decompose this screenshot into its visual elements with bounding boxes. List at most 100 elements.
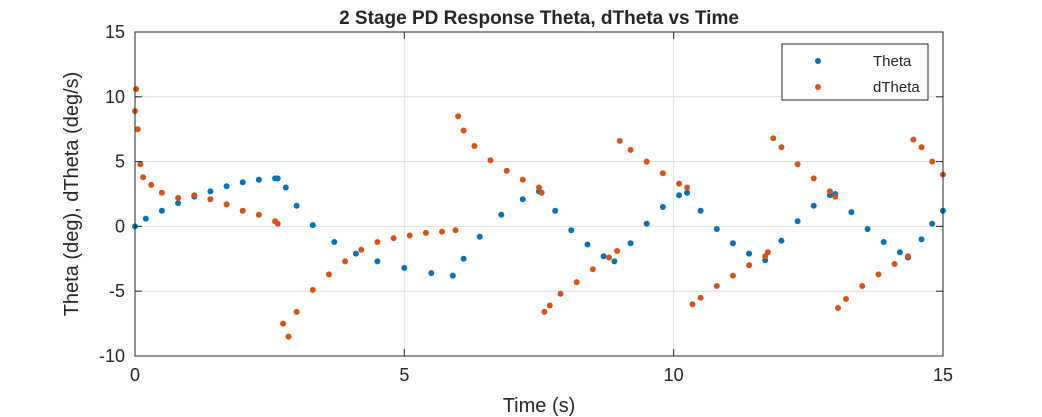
- dtheta-point: [616, 137, 623, 144]
- theta-point: [643, 220, 650, 227]
- theta-point: [568, 227, 575, 234]
- dtheta-point: [573, 279, 580, 286]
- dtheta-point: [643, 158, 650, 165]
- x-tick-label: 0: [130, 365, 140, 385]
- dtheta-point: [810, 175, 817, 182]
- dtheta-point: [148, 181, 155, 188]
- dtheta-point: [503, 167, 510, 174]
- y-tick-label: -10: [99, 346, 125, 366]
- dtheta-point: [843, 296, 849, 302]
- dtheta-point: [455, 113, 462, 120]
- theta-point: [864, 226, 871, 232]
- theta-point: [460, 255, 467, 262]
- dtheta-point: [374, 239, 381, 245]
- dtheta-point: [746, 262, 753, 269]
- theta-point: [476, 233, 483, 240]
- axis-ticks: 0 5 10 15 -10 -5 0 5 10 15: [99, 22, 953, 385]
- dtheta-point: [452, 227, 459, 234]
- dtheta-point: [325, 271, 332, 278]
- y-tick-label: 5: [115, 152, 125, 172]
- dtheta-point: [293, 308, 300, 315]
- dtheta-point: [309, 286, 316, 293]
- legend-label-theta: Theta: [873, 53, 912, 70]
- theta-point: [684, 189, 691, 196]
- dtheta-point: [460, 127, 467, 134]
- dtheta-point: [684, 184, 691, 191]
- dtheta-point: [175, 194, 182, 201]
- dtheta-point: [835, 305, 841, 311]
- theta-point: [918, 236, 925, 243]
- theta-point: [611, 258, 618, 265]
- dtheta-point: [519, 176, 526, 183]
- dtheta-point: [713, 283, 720, 289]
- series-theta: [132, 175, 946, 279]
- dtheta-point: [280, 320, 287, 327]
- dtheta-point: [859, 283, 866, 289]
- theta-point: [519, 196, 526, 203]
- x-tick-label: 10: [664, 365, 684, 385]
- dtheta-point: [905, 253, 911, 260]
- dtheta-point: [239, 207, 246, 214]
- dtheta-point: [606, 254, 612, 261]
- dtheta-point: [689, 301, 696, 308]
- dtheta-point: [541, 308, 548, 315]
- dtheta-point: [794, 161, 801, 168]
- theta-point: [142, 215, 149, 222]
- theta-point: [158, 207, 165, 214]
- theta-point: [293, 202, 300, 209]
- dtheta-point: [918, 144, 925, 151]
- theta-point: [282, 184, 289, 191]
- y-tick-label: 0: [115, 216, 125, 236]
- dtheta-point: [285, 333, 292, 340]
- dtheta-point: [832, 193, 839, 200]
- dtheta-point: [557, 290, 564, 297]
- dtheta-point: [910, 136, 917, 143]
- dtheta-point: [536, 184, 542, 191]
- legend-marker-theta: [815, 58, 821, 64]
- dtheta-point: [826, 188, 833, 195]
- axes-box: [134, 31, 944, 357]
- theta-point: [929, 220, 936, 227]
- dtheta-point: [546, 302, 553, 309]
- dtheta-point: [729, 272, 736, 279]
- y-tick-label: 10: [105, 87, 125, 107]
- theta-point: [676, 192, 683, 199]
- theta-point: [794, 218, 801, 225]
- dtheta-point: [134, 126, 141, 133]
- y-tick-label: 15: [105, 22, 125, 42]
- theta-point: [810, 202, 817, 209]
- theta-point: [729, 240, 736, 247]
- dtheta-point: [422, 229, 429, 236]
- dtheta-point: [390, 235, 397, 242]
- dtheta-point: [140, 174, 147, 181]
- x-tick-label: 5: [399, 365, 409, 385]
- x-tick-label: 15: [933, 365, 953, 385]
- dtheta-point: [207, 196, 214, 203]
- theta-point: [352, 250, 359, 257]
- theta-point: [746, 250, 753, 257]
- theta-point: [659, 204, 666, 210]
- legend-marker-dtheta: [815, 84, 821, 90]
- theta-point: [552, 207, 559, 214]
- series-layer: [132, 86, 946, 340]
- dtheta-point: [778, 144, 785, 151]
- theta-point: [896, 249, 903, 256]
- y-axis-title: Theta (deg), dTheta (deg/s): [61, 72, 83, 317]
- dtheta-point: [439, 228, 445, 235]
- theta-point: [401, 264, 408, 271]
- dtheta-point: [676, 180, 683, 187]
- dtheta-point: [358, 246, 365, 253]
- dtheta-point: [274, 220, 281, 227]
- theta-point: [331, 239, 338, 245]
- theta-point: [498, 211, 505, 218]
- theta-point: [239, 179, 246, 186]
- dtheta-point: [342, 258, 349, 265]
- legend: Theta dTheta: [781, 43, 929, 101]
- series-dtheta: [132, 86, 946, 340]
- dtheta-point: [487, 157, 494, 164]
- dtheta-point: [875, 271, 882, 278]
- dtheta-point: [471, 143, 478, 149]
- theta-point: [223, 183, 230, 190]
- theta-point: [309, 222, 316, 229]
